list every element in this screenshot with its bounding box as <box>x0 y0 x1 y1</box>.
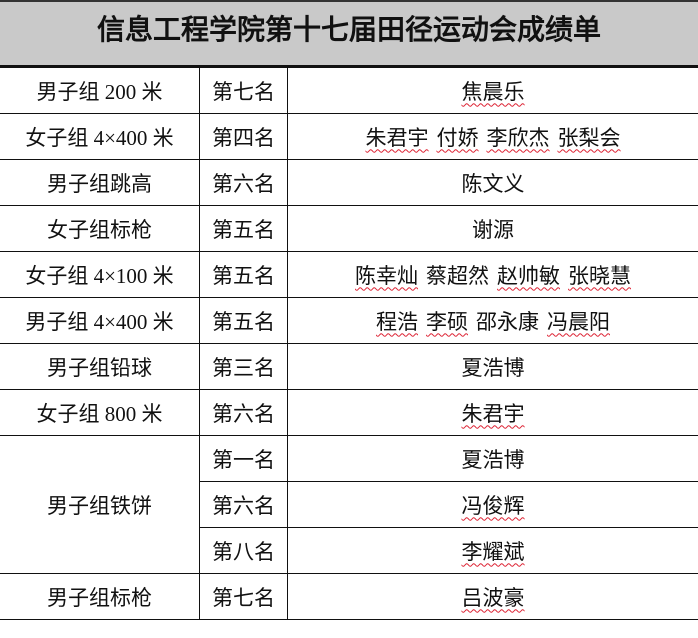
event-cell: 男子组铁饼 <box>0 435 200 574</box>
rank-cell: 第五名 <box>199 251 288 298</box>
event-cell: 男子组 4×400 米 <box>0 297 200 344</box>
rank-cell: 第六名 <box>199 389 288 436</box>
athlete-name: 谢源 <box>472 217 514 242</box>
athlete-name: 张晓慧 <box>568 263 631 288</box>
results-table: 男子组 200 米第七名 焦晨乐 女子组 4×400 米第四名 朱君宇 付娇 李欣杰 张梨会… <box>0 67 698 620</box>
title-bar: 信息工程学院第十七届田径运动会成绩单 <box>0 0 698 67</box>
table-row: 女子组 4×400 米第四名 朱君宇 付娇 李欣杰 张梨会 <box>0 113 698 160</box>
table-row: 男子组 4×400 米第五名 程浩 李硕 邵永康 冯晨阳 <box>0 297 698 344</box>
table-row: 男子组跳高 第六名 陈文义 <box>0 159 698 206</box>
names-cell: 朱君宇 付娇 李欣杰 张梨会 <box>287 113 698 160</box>
table-row: 男子组标枪 第七名 吕波豪 <box>0 573 698 620</box>
names-cell: 陈幸灿 蔡超然 赵帅敏 张晓慧 <box>287 251 698 298</box>
event-cell: 男子组 200 米 <box>0 67 200 114</box>
athlete-name: 李欣杰 <box>486 125 550 150</box>
athlete-name: 吕波豪 <box>461 585 525 610</box>
athlete-name: 程浩 <box>376 309 418 334</box>
names-cell: 吕波豪 <box>287 573 698 620</box>
rank-cell: 第四名 <box>199 113 288 160</box>
rank-cell: 第六名 <box>199 481 288 528</box>
athlete-name: 蔡超然 <box>426 263 489 288</box>
event-cell: 女子组标枪 <box>0 205 200 252</box>
names-cell: 李耀斌 <box>287 527 698 574</box>
event-cell: 女子组 4×100 米 <box>0 251 200 298</box>
athlete-name: 陈幸灿 <box>355 263 418 288</box>
table-row: 男子组 200 米第七名 焦晨乐 <box>0 67 698 114</box>
rank-cell: 第一名 <box>199 435 288 482</box>
athlete-name: 夏浩博 <box>461 355 525 380</box>
athlete-name: 冯俊辉 <box>461 493 525 518</box>
athlete-name: 邵永康 <box>476 309 539 334</box>
athlete-name: 陈文义 <box>461 171 525 196</box>
athlete-name: 李耀斌 <box>461 539 525 564</box>
athlete-name: 焦晨乐 <box>461 79 525 104</box>
table-row: 第八名 李耀斌 <box>0 527 698 574</box>
rank-cell: 第三名 <box>199 343 288 390</box>
page-title: 信息工程学院第十七届田径运动会成绩单 <box>96 15 601 46</box>
table-row: 男子组铁饼 第一名 夏浩博 <box>0 435 698 574</box>
names-cell: 谢源 <box>287 205 698 252</box>
names-cell: 程浩 李硕 邵永康 冯晨阳 <box>287 297 698 344</box>
names-cell: 陈文义 <box>287 159 698 206</box>
names-cell: 焦晨乐 <box>287 67 698 114</box>
rank-cell: 第六名 <box>199 159 288 206</box>
athlete-name: 夏浩博 <box>461 447 525 472</box>
table-row: 第六名 冯俊辉 <box>0 481 698 528</box>
names-cell: 冯俊辉 <box>287 481 698 528</box>
names-cell: 夏浩博 <box>287 343 698 390</box>
table-row: 男子组铅球 第三名 夏浩博 <box>0 343 698 390</box>
athlete-name: 张梨会 <box>557 125 621 150</box>
event-cell: 女子组 800 米 <box>0 389 200 436</box>
table-row: 女子组 4×100 米第五名 陈幸灿 蔡超然 赵帅敏 张晓慧 <box>0 251 698 298</box>
event-cell: 男子组跳高 <box>0 159 200 206</box>
rank-cell: 第七名 <box>199 67 288 114</box>
names-cell: 朱君宇 <box>287 389 698 436</box>
athlete-name: 朱君宇 <box>365 125 429 150</box>
rank-cell: 第七名 <box>199 573 288 620</box>
event-cell: 男子组铅球 <box>0 343 200 390</box>
athlete-name: 朱君宇 <box>461 401 525 426</box>
rank-cell: 第八名 <box>199 527 288 574</box>
table-row: 女子组标枪 第五名 谢源 <box>0 205 698 252</box>
rank-cell: 第五名 <box>199 297 288 344</box>
names-cell: 夏浩博 <box>287 435 698 482</box>
rank-cell: 第五名 <box>199 205 288 252</box>
table-row: 女子组 800 米第六名 朱君宇 <box>0 389 698 436</box>
athlete-name: 冯晨阳 <box>547 309 610 334</box>
event-cell: 男子组标枪 <box>0 573 200 620</box>
athlete-name: 李硕 <box>426 309 468 334</box>
athlete-name: 赵帅敏 <box>497 263 560 288</box>
event-cell: 女子组 4×400 米 <box>0 113 200 160</box>
athlete-name: 付娇 <box>436 125 479 150</box>
